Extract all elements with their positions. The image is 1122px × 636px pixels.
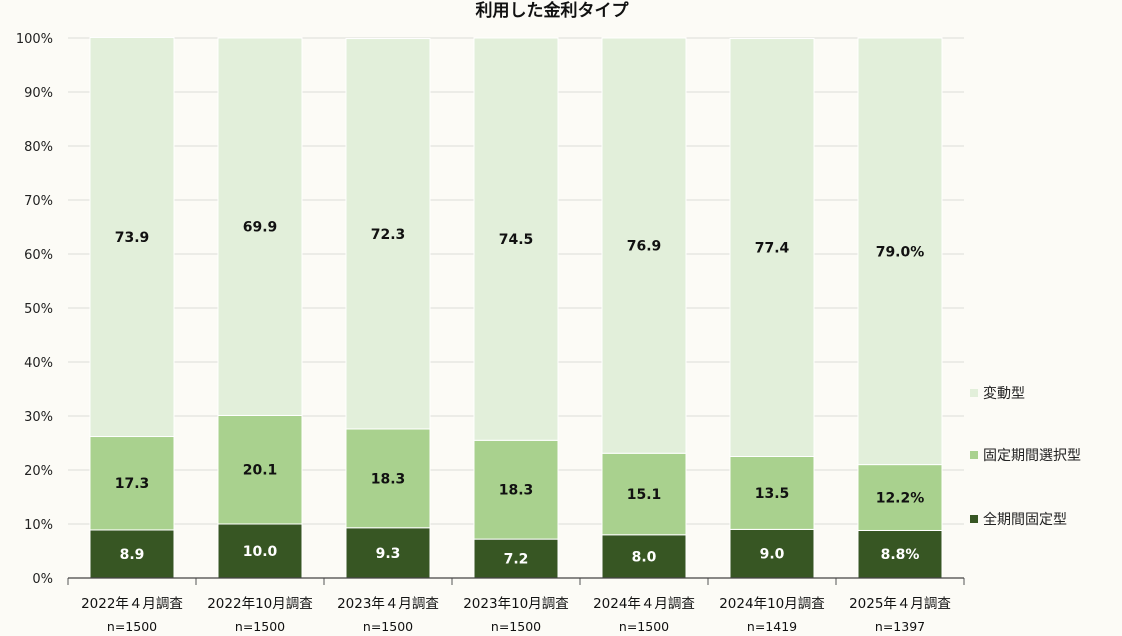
sample-size-label: n=1500 [491,619,541,634]
bar-segment [345,527,431,579]
legend-swatch [970,515,978,523]
data-label: 76.9 [627,239,662,255]
y-tick-label: 80% [24,140,53,155]
data-label: 20.1 [243,463,278,479]
data-label: 10.0 [243,544,278,560]
legend-label: 変動型 [983,385,1025,402]
x-tick-label: 2024年10月調査 [719,596,825,612]
y-tick-label: 50% [24,302,53,317]
y-tick-label: 20% [24,464,53,479]
sample-size-label: n=1397 [875,619,925,634]
data-label: 8.0 [632,549,657,565]
y-tick-label: 30% [24,410,53,425]
data-label: 7.2 [504,552,529,568]
data-label: 9.0 [760,547,785,563]
data-label: 12.2% [876,491,925,507]
bar-segment [217,37,303,416]
sample-size-label: n=1419 [747,619,797,634]
x-tick-label: 2023年４月調査 [337,596,439,612]
data-label: 15.1 [627,487,662,503]
data-label: 18.3 [371,471,406,487]
bar-segment [473,439,559,540]
y-tick-label: 60% [24,248,53,263]
legend-label: 固定期間選択型 [983,448,1081,464]
bar-segment [729,38,815,457]
bar-segment [345,428,431,529]
data-label: 18.3 [499,483,534,499]
data-label: 9.3 [376,546,401,562]
bar-segment [345,38,431,430]
data-label: 72.3 [371,227,406,243]
bar-segment [217,523,303,579]
bar-segment [601,534,687,579]
y-tick-label: 10% [24,518,53,533]
data-label: 8.9 [120,547,145,563]
data-label: 8.8% [881,547,920,563]
x-tick-label: 2024年４月調査 [593,596,695,612]
x-tick-label: 2022年10月調査 [207,596,313,612]
y-tick-label: 90% [24,86,53,101]
chart-title: 利用した金利タイプ [476,0,630,21]
x-tick-label: 2025年４月調査 [849,596,951,612]
y-axis: 0% 10% 20% 30% 40% 50% 60% 70% 80% 90% 100% [16,32,53,587]
legend-swatch [970,451,978,459]
legend-swatch [970,389,978,397]
sample-size-label: n=1500 [363,619,413,634]
y-tick-label: 100% [16,32,53,47]
bar-segment [857,464,943,531]
sample-size-label: n=1500 [235,619,285,634]
data-label: 13.5 [755,486,790,502]
data-label: 77.4 [755,241,790,257]
data-label: 73.9 [115,230,150,246]
y-tick-label: 0% [32,572,53,587]
bar-segment [857,37,943,466]
bar-segment [473,538,559,579]
data-label: 69.9 [243,220,278,236]
y-tick-label: 70% [24,194,53,209]
data-label: 17.3 [115,476,150,492]
bars: 8.9 17.3 73.9 10.0 20.1 69.9 9.3 18.3 72.3 7.2 18.… [89,36,943,579]
bar-segment [473,37,559,441]
bar-segment [89,436,175,531]
bar-segment [217,414,303,525]
sample-size-label: n=1500 [107,619,157,634]
bar-segment [601,37,687,454]
bar-segment [729,528,815,579]
legend-label: 全期間固定型 [983,511,1067,528]
x-tick-label: 2022年４月調査 [81,596,183,612]
bar-segment [89,36,175,438]
data-label: 79.0% [876,244,925,260]
bar-segment [729,456,815,530]
x-axis: 2022年４月調査 n=1500 2022年10月調査 n=1500 2023年４月調査… [67,577,965,634]
y-tick-label: 40% [24,356,53,371]
x-tick-label: 2023年10月調査 [463,596,569,612]
data-label: 74.5 [499,232,534,248]
sample-size-label: n=1500 [619,619,669,634]
